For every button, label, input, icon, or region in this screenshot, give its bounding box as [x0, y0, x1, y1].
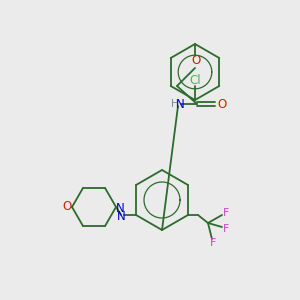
Text: N: N	[176, 98, 184, 110]
Text: O: O	[218, 98, 226, 110]
Text: N: N	[117, 209, 125, 223]
Text: F: F	[223, 208, 229, 218]
Text: Cl: Cl	[189, 74, 201, 88]
Text: F: F	[210, 238, 216, 248]
Text: O: O	[62, 200, 72, 214]
Text: N: N	[116, 202, 124, 214]
Text: F: F	[223, 224, 229, 234]
Text: H: H	[171, 99, 179, 109]
Text: O: O	[191, 55, 201, 68]
